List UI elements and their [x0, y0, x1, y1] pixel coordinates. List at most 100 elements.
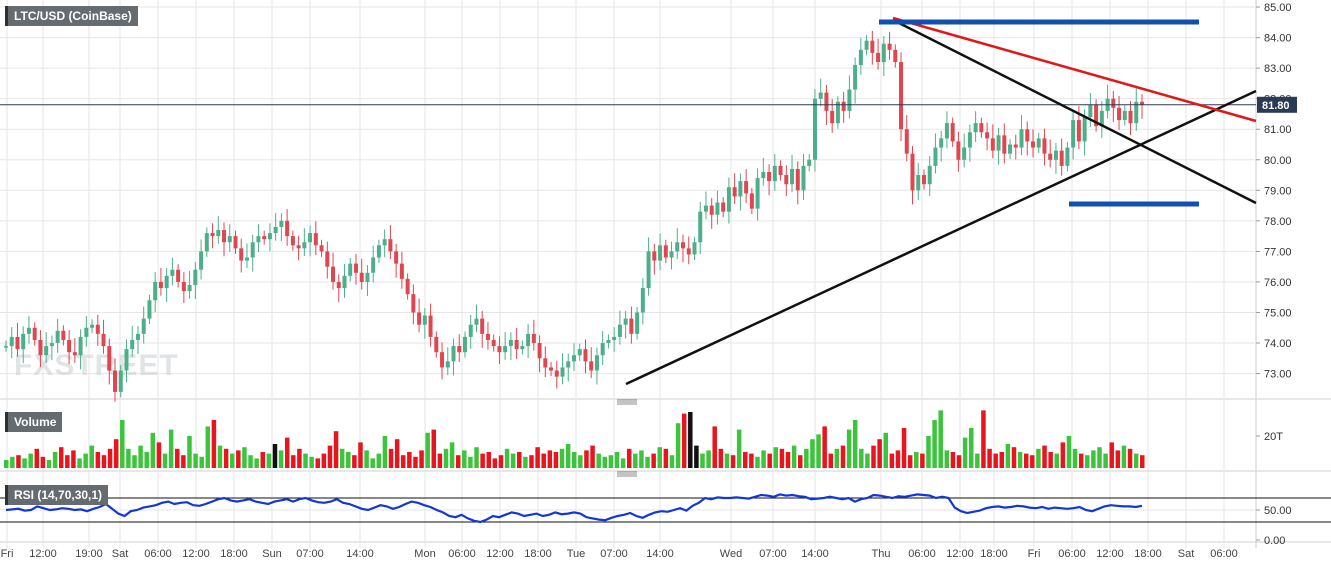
candle-body [440, 352, 445, 368]
candle-body [371, 257, 376, 273]
volume-bar [181, 455, 186, 468]
volume-bar [718, 448, 724, 468]
volume-bar [339, 448, 345, 468]
volume-bar [578, 455, 583, 468]
volume-bar [950, 452, 956, 468]
volume-bar [1054, 453, 1059, 468]
volume-bar [657, 447, 663, 468]
volume-bar [95, 452, 101, 468]
volume-bar [34, 448, 40, 468]
volume-bar [394, 439, 400, 468]
candle-body [1076, 120, 1081, 142]
volume-bar [895, 450, 901, 468]
volume-bar [767, 453, 772, 468]
candle-body [520, 346, 525, 350]
volume-bar [956, 455, 962, 468]
candle-body [738, 181, 743, 197]
volume-bar [321, 453, 327, 468]
candle-body [399, 263, 404, 279]
candle-body [84, 327, 89, 337]
candle-body [1019, 129, 1024, 148]
volume-bar [144, 452, 149, 468]
volume-bar [1133, 453, 1139, 468]
candle-body [67, 339, 72, 353]
volume-bar [449, 442, 455, 468]
candle-body [973, 123, 978, 133]
candle-body [78, 336, 83, 356]
volume-bar [52, 452, 58, 468]
time-axis-label: Fri [1, 548, 14, 560]
candle-body [353, 263, 358, 273]
volume-bar [266, 453, 272, 468]
candle-body [709, 205, 714, 215]
candle-body [549, 367, 554, 371]
volume-bar [309, 456, 314, 468]
candle-body [508, 339, 513, 347]
time-axis-label: Wed [720, 548, 742, 560]
candle-body [365, 272, 370, 282]
volume-bar [101, 455, 107, 468]
volume-bar [138, 445, 143, 468]
volume-bar [1097, 447, 1102, 468]
volume-bar [535, 447, 540, 468]
volume-bar [871, 445, 876, 468]
candle-body [262, 236, 267, 240]
volume-bar [205, 426, 211, 468]
volume-bar [236, 450, 241, 468]
candle-body [308, 233, 313, 243]
volume-bar [663, 448, 669, 468]
candle-body [761, 171, 766, 179]
candle-body [1122, 110, 1127, 121]
volume-bar [278, 450, 284, 468]
volume-bar [981, 410, 986, 468]
volume-bar [71, 450, 76, 468]
candle-body [778, 165, 783, 176]
volume-bar [1121, 445, 1127, 468]
volume-bar [1091, 450, 1096, 468]
candle-body [451, 346, 456, 362]
volume-bar [297, 448, 302, 468]
volume-bar [626, 448, 632, 468]
time-axis-label: 06:00 [448, 548, 476, 560]
candle-body [342, 275, 347, 289]
candle-body [474, 318, 479, 325]
volume-bar [846, 429, 852, 468]
candle-body [795, 168, 800, 191]
candle-body [164, 275, 169, 289]
volume-bar [1140, 455, 1145, 468]
volume-bar [608, 455, 614, 468]
candle-body [15, 336, 20, 350]
candle-body [61, 330, 66, 340]
price-tick-label: 81.00 [1264, 124, 1292, 136]
volume-bar [382, 436, 388, 468]
candle-body [21, 333, 26, 350]
volume-bar [217, 445, 223, 468]
volume-bar [364, 450, 369, 468]
volume-bar [1011, 447, 1017, 468]
volume-bar [694, 445, 699, 468]
time-axis-label: Mon [414, 548, 435, 560]
candle-body [572, 355, 576, 362]
volume-bar [242, 447, 247, 468]
candle-body [434, 336, 439, 353]
candle-body [1059, 150, 1064, 166]
volume-bar [1066, 436, 1072, 468]
candle-body [933, 147, 938, 166]
candle-body [967, 132, 972, 148]
volume-bar [523, 456, 528, 468]
volume-bar [529, 455, 534, 468]
volume-bar [852, 420, 858, 468]
volume-bar [150, 432, 156, 468]
candle-body [250, 242, 255, 258]
candle-body [325, 251, 330, 267]
candle-body [784, 175, 789, 185]
price-tick-label: 84.00 [1264, 33, 1292, 45]
candle-body [296, 245, 301, 249]
candle-body [835, 101, 840, 124]
time-axis-label: 18:00 [220, 548, 248, 560]
candle-body [256, 236, 261, 243]
volume-bar [248, 455, 253, 468]
time-axis-label: 14:00 [346, 548, 374, 560]
volume-bar [547, 450, 553, 468]
